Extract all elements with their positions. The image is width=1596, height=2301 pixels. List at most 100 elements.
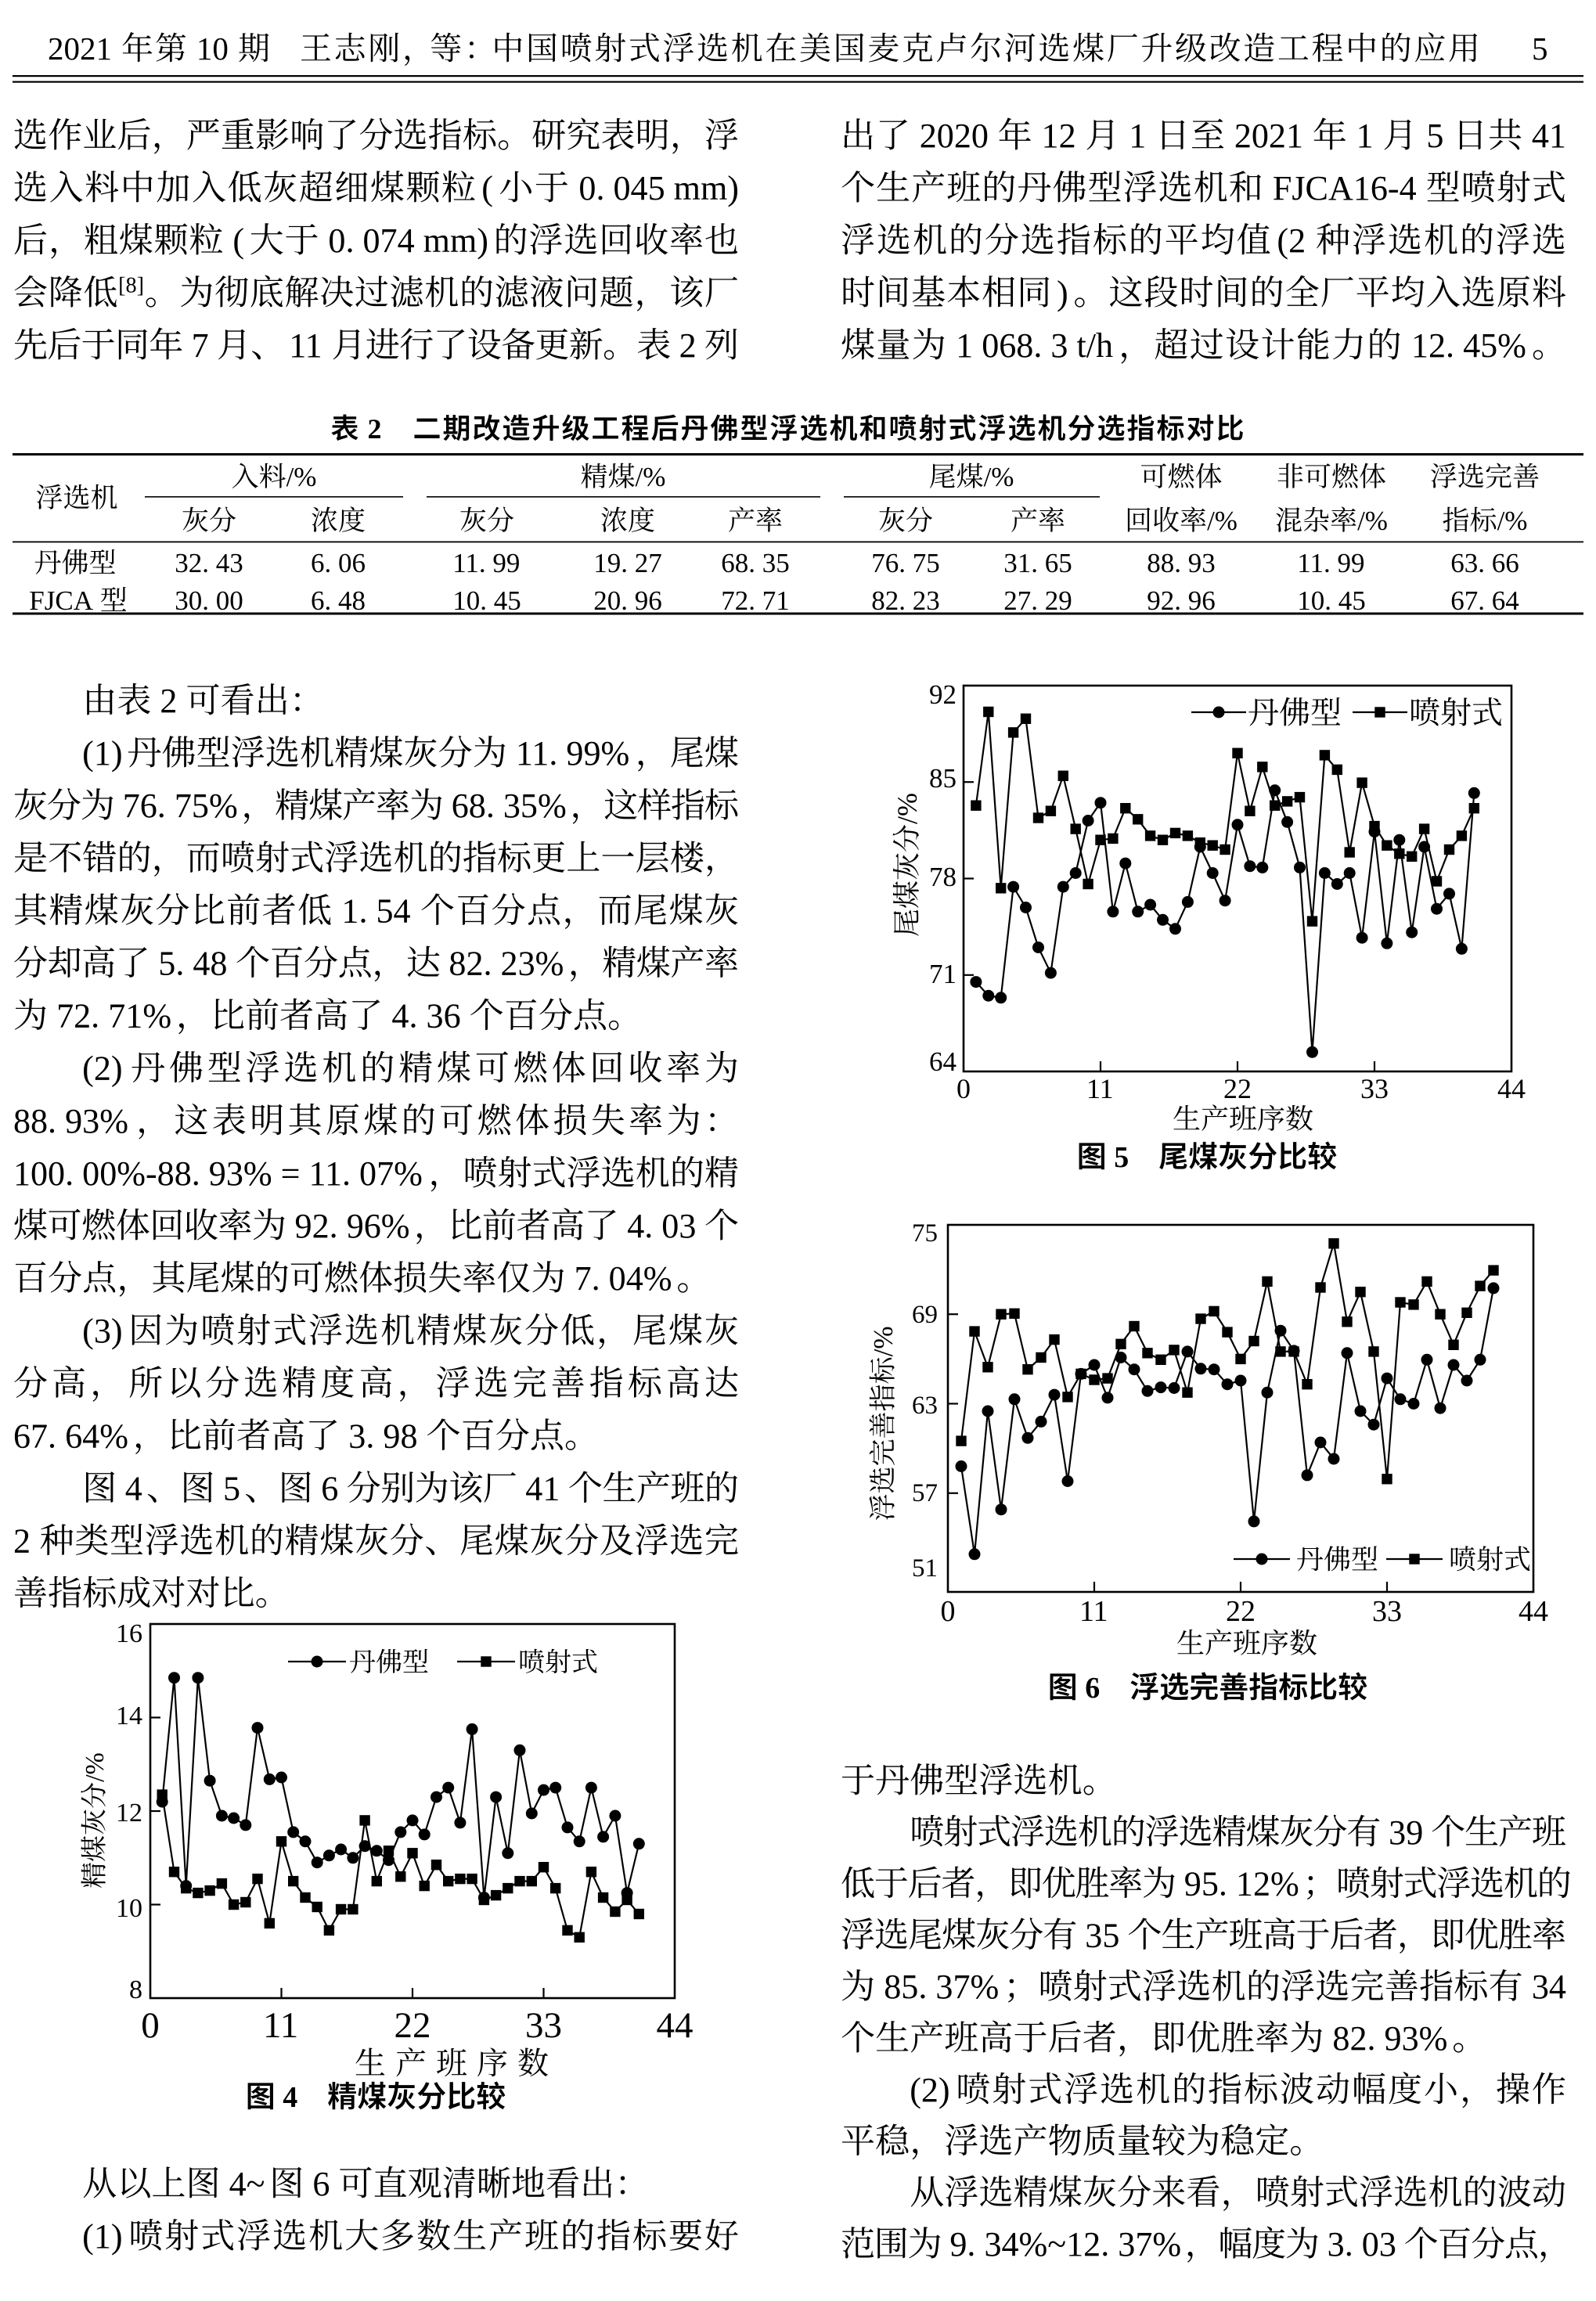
svg-text:4~: 4~: [229, 2165, 265, 2203]
svg-text:82. 93%: 82. 93%: [1332, 2019, 1447, 2058]
svg-text:5: 5: [223, 1469, 240, 1507]
svg-text:68. 35%: 68. 35%: [452, 787, 567, 825]
svg-text:FJCA16-4: FJCA16-4: [1273, 169, 1417, 207]
svg-text:/%: /%: [1357, 506, 1388, 536]
svg-text:(2): (2): [82, 1050, 122, 1088]
svg-text:/%: /%: [892, 793, 923, 824]
svg-text:4: 4: [283, 2081, 297, 2114]
svg-text:9. 34%~12. 37%: 9. 34%~12. 37%: [949, 2225, 1181, 2263]
svg-text:12. 45%: 12. 45%: [1411, 326, 1526, 365]
svg-text:0: 0: [957, 1073, 971, 1104]
svg-text:(: (: [232, 221, 244, 260]
svg-text:14: 14: [116, 1701, 142, 1730]
svg-text:5: 5: [1114, 1141, 1129, 1174]
svg-text:11: 11: [289, 326, 322, 365]
svg-text:32. 43: 32. 43: [175, 548, 243, 578]
svg-text:0. 045 mm): 0. 045 mm): [578, 169, 739, 207]
svg-text:(3): (3): [82, 1312, 122, 1350]
svg-text:11. 99%: 11. 99%: [516, 734, 629, 772]
svg-text:(1): (1): [82, 734, 122, 772]
svg-text:11. 99: 11. 99: [452, 548, 520, 578]
svg-text:57: 57: [912, 1479, 938, 1507]
svg-text:1 068. 3 t/h: 1 068. 3 t/h: [956, 326, 1113, 365]
svg-text:51: 51: [912, 1554, 938, 1583]
svg-text:88. 93%: 88. 93%: [13, 1102, 128, 1140]
svg-text:35: 35: [1085, 1916, 1119, 1954]
svg-text:6: 6: [1085, 1672, 1100, 1705]
svg-text:(2): (2): [910, 2071, 949, 2109]
svg-text:6. 06: 6. 06: [311, 548, 366, 578]
svg-text:34: 34: [1532, 1968, 1566, 2006]
svg-text:5: 5: [1532, 31, 1548, 67]
svg-text:(2: (2: [1277, 221, 1306, 260]
svg-text:12: 12: [116, 1799, 142, 1827]
svg-text:2021: 2021: [48, 31, 112, 67]
svg-text:30. 00: 30. 00: [175, 585, 243, 616]
svg-text:10. 45: 10. 45: [452, 585, 521, 616]
svg-text:33: 33: [1360, 1073, 1389, 1104]
svg-text:71: 71: [929, 959, 957, 989]
svg-text:8: 8: [129, 1975, 142, 2004]
svg-text:68. 35: 68. 35: [721, 548, 790, 578]
svg-text:3. 03: 3. 03: [1328, 2225, 1396, 2263]
svg-text:4. 03: 4. 03: [627, 1207, 696, 1245]
svg-text:92. 96%: 92. 96%: [295, 1207, 410, 1245]
svg-text:75: 75: [912, 1219, 938, 1248]
svg-text:): ): [1057, 274, 1068, 312]
svg-text:1: 1: [1129, 117, 1146, 155]
svg-text:2: 2: [679, 326, 697, 365]
svg-text:11. 99: 11. 99: [1297, 548, 1364, 578]
svg-text:33: 33: [1372, 1595, 1402, 1628]
svg-text:16: 16: [116, 1619, 142, 1648]
svg-text:72. 71: 72. 71: [721, 585, 790, 616]
svg-text:63. 66: 63. 66: [1450, 548, 1519, 578]
svg-text:/%: /%: [81, 1752, 110, 1782]
svg-text:85. 37%: 85. 37%: [884, 1968, 999, 2006]
svg-text:33: 33: [525, 2005, 562, 2046]
svg-text:22: 22: [394, 2005, 431, 2046]
svg-text:27. 29: 27. 29: [1003, 585, 1072, 616]
svg-text:2021: 2021: [1234, 117, 1303, 155]
svg-text:FJCA: FJCA: [29, 585, 93, 616]
svg-text:5: 5: [1426, 117, 1443, 155]
svg-text:/%: /%: [286, 462, 317, 492]
svg-text:3. 98: 3. 98: [348, 1417, 417, 1455]
svg-text:41: 41: [1532, 117, 1566, 155]
svg-text:44: 44: [1519, 1595, 1548, 1628]
svg-text:85: 85: [929, 763, 957, 794]
svg-text:69: 69: [912, 1301, 938, 1329]
svg-text:/%: /%: [984, 462, 1014, 492]
svg-text:19. 27: 19. 27: [593, 548, 662, 578]
svg-text:/%: /%: [636, 462, 666, 492]
svg-text:5. 48: 5. 48: [158, 945, 227, 983]
svg-text:92. 96: 92. 96: [1147, 585, 1216, 616]
svg-text:10. 45: 10. 45: [1297, 585, 1366, 616]
svg-text:82. 23: 82. 23: [871, 585, 940, 616]
svg-text:92: 92: [929, 679, 957, 710]
svg-text:1. 54: 1. 54: [341, 891, 410, 930]
svg-text:0: 0: [141, 2005, 160, 2046]
svg-text:64: 64: [929, 1046, 957, 1077]
svg-text:6. 48: 6. 48: [311, 585, 366, 616]
svg-text:67. 64: 67. 64: [1450, 585, 1519, 616]
svg-text:(1): (1): [82, 2217, 122, 2256]
svg-text:100. 00%-88. 93% = 11. 07%: 100. 00%-88. 93% = 11. 07%: [13, 1154, 423, 1193]
svg-text:11: 11: [263, 2005, 298, 2046]
svg-text:7: 7: [192, 326, 209, 365]
svg-text:2: 2: [13, 1522, 31, 1561]
svg-text:22: 22: [1226, 1595, 1256, 1628]
svg-text:7. 04%: 7. 04%: [575, 1259, 672, 1298]
svg-text:76. 75%: 76. 75%: [123, 787, 238, 825]
svg-text:/%: /%: [868, 1327, 899, 1357]
svg-text:(: (: [481, 169, 493, 207]
svg-text:1: 1: [1356, 117, 1374, 155]
svg-text:4. 36: 4. 36: [391, 997, 460, 1035]
svg-text:[8]: [8]: [118, 274, 144, 298]
svg-text:95. 12%: 95. 12%: [1184, 1865, 1299, 1903]
svg-text:12: 12: [1042, 117, 1076, 155]
svg-text:82. 23%: 82. 23%: [449, 945, 564, 983]
svg-text:11: 11: [1086, 1073, 1114, 1104]
svg-text:0. 074 mm): 0. 074 mm): [328, 221, 488, 260]
svg-text:67. 64%: 67. 64%: [13, 1417, 128, 1455]
svg-text:20. 96: 20. 96: [593, 585, 662, 616]
